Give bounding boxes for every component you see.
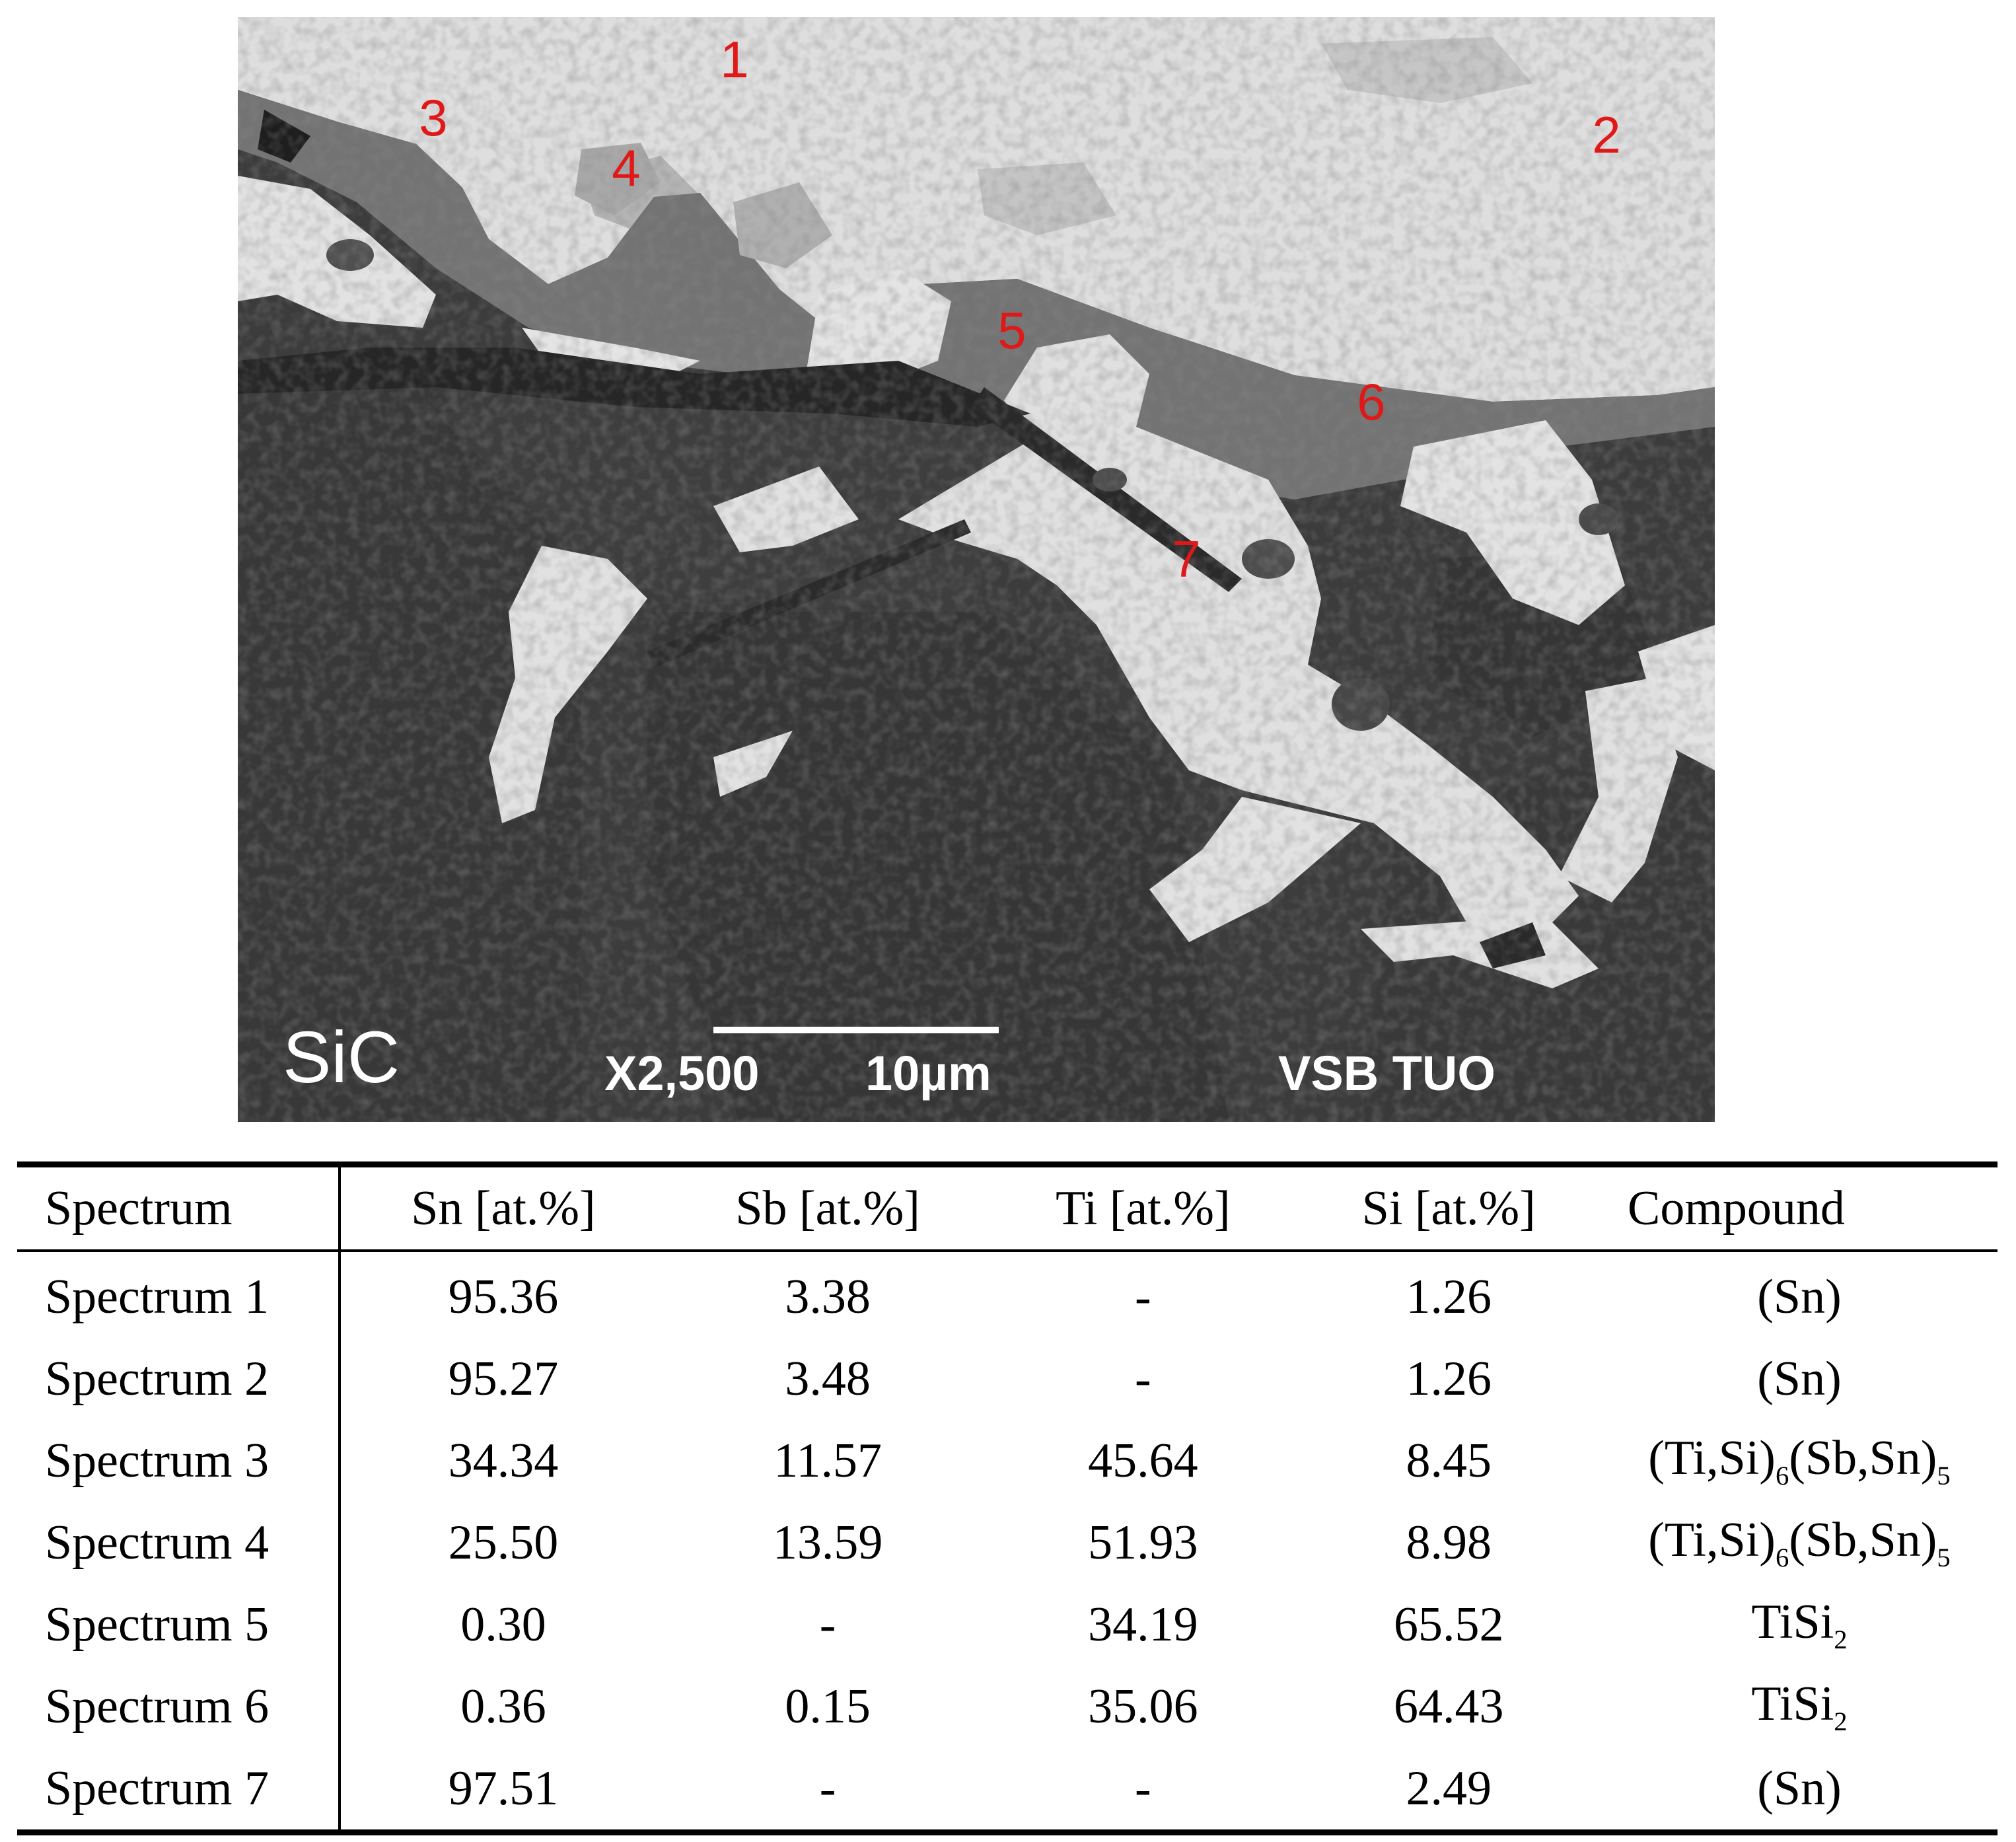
column-header-compound: Compound — [1601, 1164, 1998, 1252]
column-header-si: Si [at.%] — [1296, 1164, 1601, 1252]
sb-cell: - — [819, 1597, 836, 1652]
ti-cell: 34.19 — [1088, 1597, 1198, 1652]
spot-label-6: 6 — [1357, 373, 1386, 431]
sn-cell: 95.27 — [448, 1351, 559, 1406]
ti-cell: - — [1135, 1351, 1151, 1406]
column-header-sb: Sb [at.%] — [665, 1164, 990, 1252]
sem-micrograph: SiC X2,500 10µm VSB TUO 1 2 3 4 5 6 7 — [238, 17, 1715, 1122]
ti-cell: 45.64 — [1088, 1433, 1198, 1488]
compound-cell: TiSi2 — [1751, 1677, 1848, 1736]
sb-cell: 0.15 — [785, 1679, 871, 1734]
sb-cell: 3.48 — [785, 1351, 871, 1406]
spot-label-5: 5 — [997, 301, 1026, 359]
sb-cell: 11.57 — [774, 1433, 882, 1488]
spectrum-cell: Spectrum 6 — [17, 1666, 341, 1748]
spectrum-cell: Spectrum 5 — [17, 1584, 341, 1666]
spot-label-3: 3 — [419, 89, 448, 147]
ti-cell: 35.06 — [1088, 1679, 1198, 1734]
spectrum-cell: Spectrum 3 — [17, 1420, 341, 1502]
column-header-spectrum: Spectrum — [17, 1164, 341, 1252]
compound-cell: (Ti,Si)6(Sb,Sn)5 — [1648, 1513, 1951, 1572]
sn-cell: 97.51 — [448, 1761, 559, 1816]
si-cell: 65.52 — [1393, 1597, 1504, 1652]
sn-cell: 25.50 — [448, 1515, 559, 1570]
scale-bar — [713, 1027, 999, 1033]
spot-label-4: 4 — [612, 139, 641, 197]
phase-label: SiC — [283, 1017, 400, 1098]
sn-cell: 34.34 — [448, 1433, 559, 1488]
spot-label-7: 7 — [1172, 530, 1201, 588]
si-cell: 1.26 — [1406, 1351, 1492, 1406]
si-cell: 1.26 — [1406, 1269, 1492, 1324]
sn-cell: 95.36 — [448, 1269, 559, 1324]
compound-cell: (Sn) — [1757, 1761, 1842, 1816]
spectrum-cell: Spectrum 4 — [17, 1502, 341, 1584]
si-cell: 8.98 — [1406, 1515, 1492, 1570]
column-header-sn: Sn [at.%] — [340, 1164, 666, 1252]
ti-cell: - — [1135, 1761, 1151, 1816]
compound-cell: (Ti,Si)6(Sb,Sn)5 — [1648, 1431, 1951, 1491]
table-row: Spectrum 1 95.36 3.38 - 1.26 (Sn) — [17, 1251, 1998, 1338]
spectrum-cell: Spectrum 1 — [17, 1251, 341, 1338]
spectrum-cell: Spectrum 2 — [17, 1338, 341, 1420]
micrograph-image — [238, 17, 1715, 1122]
ti-cell: - — [1135, 1269, 1151, 1324]
ti-cell: 51.93 — [1088, 1515, 1198, 1570]
sb-cell: - — [819, 1761, 836, 1816]
table-row: Spectrum 7 97.51 - - 2.49 (Sn) — [17, 1748, 1998, 1833]
magnification-label: X2,500 — [604, 1046, 760, 1101]
table-row: Spectrum 6 0.36 0.15 35.06 64.43 TiSi2 — [17, 1666, 1998, 1748]
spot-label-1: 1 — [720, 30, 749, 89]
sn-cell: 0.36 — [460, 1679, 546, 1734]
table-header-row: Spectrum Sn [at.%] Sb [at.%] Ti [at.%] S… — [17, 1164, 1998, 1252]
spot-label-2: 2 — [1592, 106, 1621, 164]
scale-bar-label: 10µm — [865, 1046, 991, 1101]
table-row: Spectrum 5 0.30 - 34.19 65.52 TiSi2 — [17, 1584, 1998, 1666]
sn-cell: 0.30 — [460, 1597, 546, 1652]
lab-label: VSB TUO — [1278, 1046, 1495, 1101]
si-cell: 2.49 — [1406, 1761, 1492, 1816]
si-cell: 8.45 — [1406, 1433, 1492, 1488]
eds-composition-table: Spectrum Sn [at.%] Sb [at.%] Ti [at.%] S… — [17, 1161, 1998, 1835]
sb-cell: 3.38 — [785, 1269, 871, 1324]
sb-cell: 13.59 — [772, 1515, 883, 1570]
compound-cell: (Sn) — [1757, 1351, 1842, 1406]
compound-cell: (Sn) — [1757, 1269, 1842, 1324]
compound-cell: TiSi2 — [1751, 1595, 1848, 1654]
spectrum-cell: Spectrum 7 — [17, 1748, 341, 1833]
si-cell: 64.43 — [1393, 1679, 1504, 1734]
table-row: Spectrum 3 34.34 11.57 45.64 8.45 (Ti,Si)6(Sb… — [17, 1420, 1998, 1502]
table-row: Spectrum 2 95.27 3.48 - 1.26 (Sn) — [17, 1338, 1998, 1420]
table-row: Spectrum 4 25.50 13.59 51.93 8.98 (Ti,Si)6(Sb… — [17, 1502, 1998, 1584]
column-header-ti: Ti [at.%] — [990, 1164, 1297, 1252]
